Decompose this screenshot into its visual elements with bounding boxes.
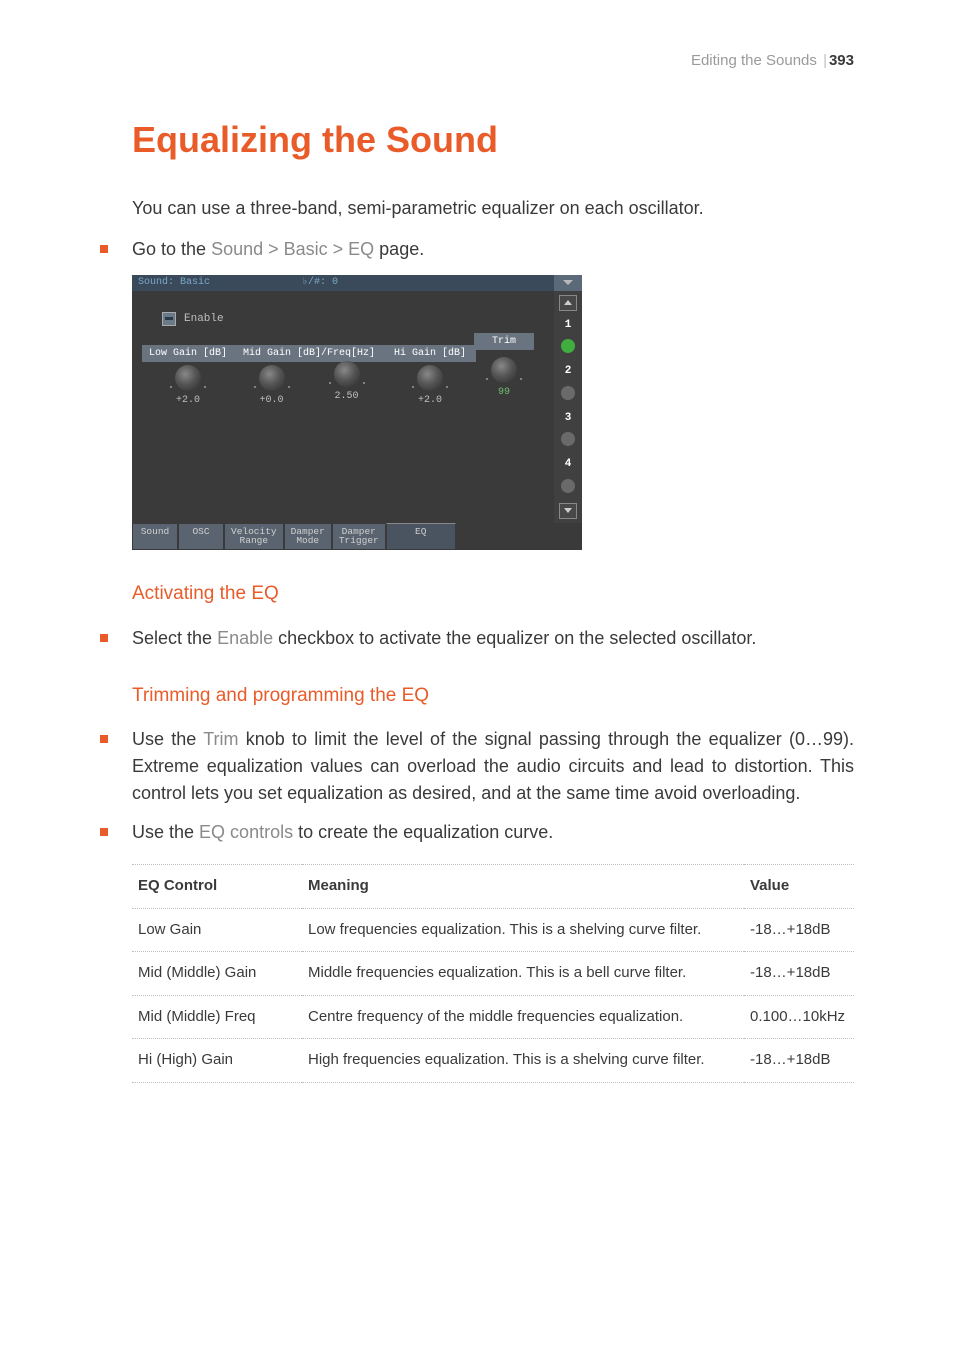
- mid-freq-value: 2.50: [309, 389, 384, 404]
- osc-select-3[interactable]: [561, 432, 575, 446]
- page-title: Equalizing the Sound: [132, 113, 854, 167]
- tab-sound[interactable]: Sound: [132, 523, 178, 551]
- osc-sidebar: 1 2 3 4: [554, 291, 582, 523]
- mid-freq-knob[interactable]: [334, 361, 360, 387]
- hi-gain-label: Hi Gain [dB]: [384, 345, 476, 362]
- osc-num-3: 3: [565, 410, 572, 427]
- titlebar-menu-icon[interactable]: [554, 275, 582, 291]
- goto-text: Go to the Sound > Basic > EQ page.: [132, 236, 854, 263]
- trim-ref: Trim: [203, 729, 238, 749]
- cell-control: Hi (High) Gain: [132, 1039, 302, 1083]
- enable-row: Enable: [162, 311, 544, 328]
- osc-num-4: 4: [565, 456, 572, 473]
- tab-damper-mode[interactable]: DamperMode: [284, 523, 332, 551]
- cell-value: -18…+18dB: [744, 1039, 854, 1083]
- titlebar-mid: ♭/#: 0: [302, 275, 554, 290]
- bottom-tabs: Sound OSC VelocityRange DamperMode Dampe…: [132, 523, 582, 551]
- goto-bullet: Go to the Sound > Basic > EQ page.: [100, 236, 854, 263]
- cell-control: Mid (Middle) Freq: [132, 995, 302, 1039]
- heading-activating: Activating the EQ: [132, 580, 854, 609]
- cell-meaning: Low frequencies equalization. This is a …: [302, 908, 744, 952]
- eq-control-table: EQ Control Meaning Value Low GainLow fre…: [132, 864, 854, 1083]
- low-gain-knob[interactable]: [175, 365, 201, 391]
- cell-value: -18…+18dB: [744, 952, 854, 996]
- bullet-icon: [100, 828, 108, 836]
- page-number: 393: [829, 52, 854, 69]
- low-gain-label: Low Gain [dB]: [142, 345, 234, 362]
- enable-ref: Enable: [217, 628, 273, 648]
- hi-gain-knob[interactable]: [417, 365, 443, 391]
- eqctrl-post: to create the equalization curve.: [293, 822, 553, 842]
- bullet-icon: [100, 245, 108, 253]
- osc-select-1[interactable]: [561, 339, 575, 353]
- activate-bullet: Select the Enable checkbox to activate t…: [100, 625, 854, 652]
- cell-meaning: High frequencies equalization. This is a…: [302, 1039, 744, 1083]
- eqctrl-text: Use the EQ controls to create the equali…: [132, 819, 854, 846]
- table-row: Mid (Middle) FreqCentre frequency of the…: [132, 995, 854, 1039]
- eqctrl-pre: Use the: [132, 822, 199, 842]
- bullet-icon: [100, 634, 108, 642]
- osc-num-2: 2: [565, 363, 572, 380]
- cell-meaning: Centre frequency of the middle frequenci…: [302, 995, 744, 1039]
- low-gain-value: +2.0: [142, 393, 234, 408]
- titlebar: Sound: Basic ♭/#: 0: [132, 275, 582, 291]
- table-row: Low GainLow frequencies equalization. Th…: [132, 908, 854, 952]
- header-divider: |: [823, 52, 827, 69]
- activate-pre: Select the: [132, 628, 217, 648]
- activate-post: checkbox to activate the equalizer on th…: [273, 628, 756, 648]
- heading-trimming: Trimming and programming the EQ: [132, 682, 854, 711]
- tab-eq[interactable]: EQ: [386, 523, 456, 551]
- trim-pre: Use the: [132, 729, 203, 749]
- eqctrl-ref: EQ controls: [199, 822, 293, 842]
- osc-num-1: 1: [565, 317, 572, 334]
- goto-suffix: page.: [374, 239, 424, 259]
- trim-text: Use the Trim knob to limit the level of …: [132, 726, 854, 807]
- tab-damper-trigger[interactable]: DamperTrigger: [332, 523, 386, 551]
- cell-control: Mid (Middle) Gain: [132, 952, 302, 996]
- mid-gain-value: +0.0: [234, 393, 309, 408]
- th-control: EQ Control: [132, 865, 302, 909]
- enable-label: Enable: [184, 311, 224, 328]
- trim-bullet: Use the Trim knob to limit the level of …: [100, 726, 854, 807]
- trim-value: 99: [474, 385, 534, 400]
- activate-text: Select the Enable checkbox to activate t…: [132, 625, 854, 652]
- osc-select-2[interactable]: [561, 386, 575, 400]
- tab-velocity-range[interactable]: VelocityRange: [224, 523, 284, 551]
- hi-gain-value: +2.0: [384, 393, 476, 408]
- table-row: Hi (High) GainHigh frequencies equalizat…: [132, 1039, 854, 1083]
- cell-value: -18…+18dB: [744, 908, 854, 952]
- enable-checkbox[interactable]: [162, 312, 176, 326]
- th-value: Value: [744, 865, 854, 909]
- cell-control: Low Gain: [132, 908, 302, 952]
- osc-select-4[interactable]: [561, 479, 575, 493]
- titlebar-left: Sound: Basic: [132, 275, 302, 290]
- trim-label: Trim: [474, 333, 534, 350]
- nav-path: Sound > Basic > EQ: [211, 239, 374, 259]
- cell-value: 0.100…10kHz: [744, 995, 854, 1039]
- th-meaning: Meaning: [302, 865, 744, 909]
- osc-down-button[interactable]: [559, 503, 577, 519]
- cell-meaning: Middle frequencies equalization. This is…: [302, 952, 744, 996]
- intro-text: You can use a three-band, semi-parametri…: [132, 195, 854, 222]
- mid-gain-knob[interactable]: [259, 365, 285, 391]
- osc-up-button[interactable]: [559, 295, 577, 311]
- bullet-icon: [100, 735, 108, 743]
- section-name: Editing the Sounds: [691, 52, 817, 69]
- trim-box: Trim 99: [474, 333, 534, 400]
- trim-knob[interactable]: [491, 357, 517, 383]
- trim-post: knob to limit the level of the signal pa…: [132, 729, 854, 803]
- eqctrl-bullet: Use the EQ controls to create the equali…: [100, 819, 854, 846]
- table-row: Mid (Middle) GainMiddle frequencies equa…: [132, 952, 854, 996]
- eq-screenshot: Sound: Basic ♭/#: 0 Enable Trim 99 Low G…: [132, 275, 582, 551]
- tab-osc[interactable]: OSC: [178, 523, 224, 551]
- goto-prefix: Go to the: [132, 239, 211, 259]
- page-header: Editing the Sounds |393: [100, 50, 854, 73]
